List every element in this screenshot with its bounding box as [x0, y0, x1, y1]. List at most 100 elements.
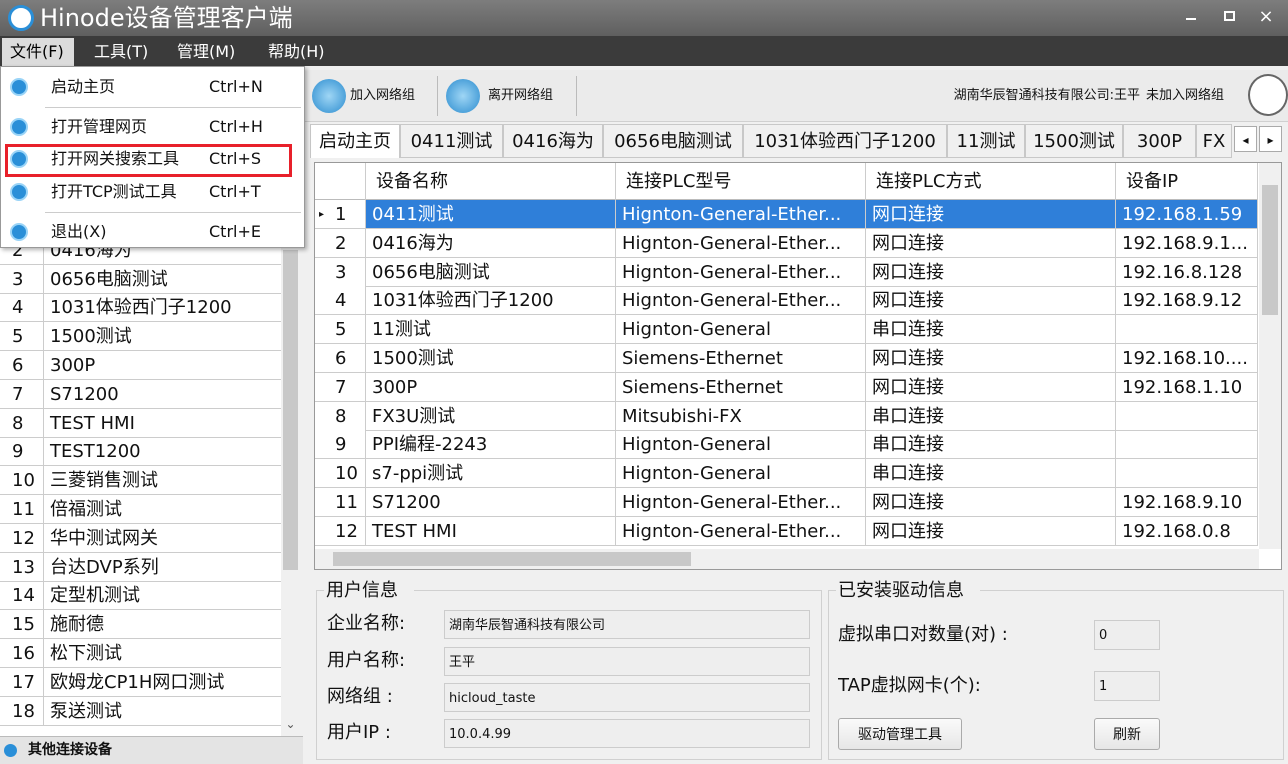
menu-item-label[interactable]: 启动主页 [51, 77, 116, 96]
menu-icon [10, 78, 28, 96]
menu-item-label[interactable]: 退出(X) [51, 222, 107, 241]
header-cell [315, 163, 366, 200]
tab-scroll-left[interactable]: ◂ [1234, 126, 1257, 152]
row-header: 5 [315, 315, 366, 344]
grid-cell: 网口连接 [866, 286, 1116, 315]
row-number: 11 [0, 495, 44, 523]
column-header[interactable]: 设备IP [1116, 163, 1258, 200]
device-list-row[interactable]: 16 松下测试 [0, 639, 281, 668]
menu-item[interactable]: 工具(T) [94, 42, 149, 61]
menu-item-label[interactable]: 打开网关搜索工具 [51, 149, 180, 168]
tab-scroll-right[interactable]: ▸ [1259, 126, 1282, 152]
device-list-row[interactable]: 13 台达DVP系列 [0, 552, 281, 582]
column-header[interactable]: 设备名称 [366, 163, 616, 200]
grid-cell: PPI编程-2243 [366, 430, 616, 459]
menu-separator [45, 107, 301, 108]
device-grid: 设备名称 连接PLC型号 连接PLC方式 设备IP 1 ▸ 0411测试 Hignton-Ge… [314, 162, 1282, 570]
grid-cell: 串口连接 [866, 459, 1116, 488]
field-label: 网络组 : [327, 686, 393, 707]
tab[interactable]: FX [1196, 124, 1232, 158]
grid-row[interactable]: 1 ▸ 0411测试 Hignton-General-Ether... 网口连接 192.… [315, 200, 1258, 229]
grid-cell: 1031体验西门子1200 [366, 286, 616, 315]
grid-row[interactable]: 12 TEST HMI Hignton-General-Ether... 网口连接 19… [315, 516, 1258, 546]
tab[interactable]: 启动主页 [310, 124, 400, 158]
tab[interactable]: 300P [1123, 124, 1196, 158]
grid-row[interactable]: 9 PPI编程-2243 Hignton-General 串口连接 [315, 430, 1258, 460]
column-header[interactable]: 连接PLC方式 [866, 163, 1116, 200]
toolbar-separator [576, 76, 577, 116]
footer-label[interactable]: 其他连接设备 [28, 742, 112, 758]
column-header[interactable]: 连接PLC型号 [616, 163, 866, 200]
driver-info-group [828, 590, 1284, 760]
row-number: 4 [0, 293, 44, 322]
grid-row[interactable]: 5 11测试 Hignton-General 串口连接 [315, 315, 1258, 345]
grid-row[interactable]: 2 0416海为 Hignton-General-Ether... 网口连接 192.1… [315, 228, 1258, 258]
row-number: 16 [0, 639, 44, 667]
grid-row[interactable]: 11 S71200 Hignton-General-Ether... 网口连接 192.… [315, 488, 1258, 517]
tab[interactable]: 1031体验西门子1200 [743, 124, 947, 158]
device-name: TEST HMI [50, 412, 135, 434]
grid-cell: 0656电脑测试 [366, 257, 616, 286]
toolbar-button[interactable]: 加入网络组 [350, 88, 416, 103]
menu-shortcut[interactable]: Ctrl+N [209, 77, 263, 96]
button[interactable]: 驱动管理工具 [838, 718, 962, 750]
field-value: 0 [1094, 620, 1160, 650]
menu-bar [0, 36, 1288, 66]
tab[interactable]: 0656电脑测试 [603, 124, 743, 158]
grid-row[interactable]: 7 300P Siemens-Ethernet 网口连接 192.168.1.10 [315, 372, 1258, 402]
device-list-row[interactable]: 15 施耐德 [0, 610, 281, 640]
device-name: 台达DVP系列 [50, 556, 159, 578]
grid-cell: Hignton-General [616, 459, 866, 488]
tab[interactable]: 1500测试 [1025, 124, 1123, 158]
grid-row[interactable]: 3 0656电脑测试 Hignton-General-Ether... 网口连接 192… [315, 257, 1258, 287]
device-list-row[interactable]: 12 华中测试网关 [0, 523, 281, 553]
grid-cell: S71200 [366, 488, 616, 516]
close-button[interactable]: × [1258, 6, 1274, 27]
list-footer [0, 736, 303, 764]
grid-row[interactable]: 6 1500测试 Siemens-Ethernet 网口连接 192.168.10...… [315, 344, 1258, 373]
grid-cell: 0416海为 [366, 228, 616, 257]
device-list-row[interactable]: 14 定型机测试 [0, 581, 281, 611]
menu-shortcut[interactable]: Ctrl+H [209, 117, 263, 136]
device-list-row[interactable]: 5 1500测试 [0, 322, 281, 352]
row-header: 1 ▸ [315, 200, 366, 228]
app-icon [8, 5, 34, 31]
minimize-button[interactable] [1186, 18, 1196, 20]
row-number: 7 [0, 379, 44, 408]
grid-row[interactable]: 8 FX3U测试 Mitsubishi-FX 串口连接 [315, 401, 1258, 431]
menu-shortcut[interactable]: Ctrl+T [209, 182, 261, 201]
grid-cell: TEST HMI [366, 516, 616, 545]
tab[interactable]: 11测试 [947, 124, 1025, 158]
device-list-row[interactable]: 7 S71200 [0, 379, 281, 409]
menu-item[interactable]: 帮助(H) [268, 42, 325, 61]
toolbar-button[interactable]: 离开网络组 [488, 88, 554, 103]
menu-item[interactable]: 文件(F) [2, 38, 74, 66]
device-list-row[interactable]: 17 欧姆龙CP1H网口测试 [0, 667, 281, 697]
menu-shortcut[interactable]: Ctrl+E [209, 222, 261, 241]
row-header: 4 [315, 286, 366, 315]
grid-row[interactable]: 4 1031体验西门子1200 Hignton-General-Ether... 网口… [315, 286, 1258, 316]
button[interactable]: 刷新 [1094, 718, 1160, 750]
device-list-row[interactable]: 11 倍福测试 [0, 495, 281, 524]
tab[interactable]: 0416海为 [503, 124, 603, 158]
menu-item[interactable]: 管理(M) [177, 42, 236, 61]
device-list-row[interactable]: 9 TEST1200 [0, 437, 281, 467]
grid-row[interactable]: 10 s7-ppi测试 Hignton-General 串口连接 [315, 459, 1258, 489]
device-list-row[interactable]: 6 300P [0, 351, 281, 380]
device-list-row[interactable]: 10 三菱销售测试 [0, 466, 281, 496]
menu-separator [45, 212, 301, 213]
device-list-row[interactable]: 18 泵送测试 [0, 696, 281, 726]
device-name: 施耐德 [50, 614, 104, 636]
menu-shortcut[interactable]: Ctrl+S [209, 149, 262, 168]
title-bar [0, 0, 1288, 36]
row-number: 14 [0, 581, 44, 610]
device-list-row[interactable]: 4 1031体验西门子1200 [0, 293, 281, 323]
device-list-row[interactable]: 8 TEST HMI [0, 408, 281, 438]
grid-cell: 串口连接 [866, 315, 1116, 344]
menu-item-label[interactable]: 打开管理网页 [51, 117, 148, 136]
tab[interactable]: 0411测试 [400, 124, 503, 158]
maximize-button[interactable] [1224, 11, 1235, 21]
menu-item-label[interactable]: 打开TCP测试工具 [51, 182, 177, 201]
grid-cell [1116, 430, 1258, 459]
device-list-row[interactable]: 3 0656电脑测试 [0, 264, 281, 294]
